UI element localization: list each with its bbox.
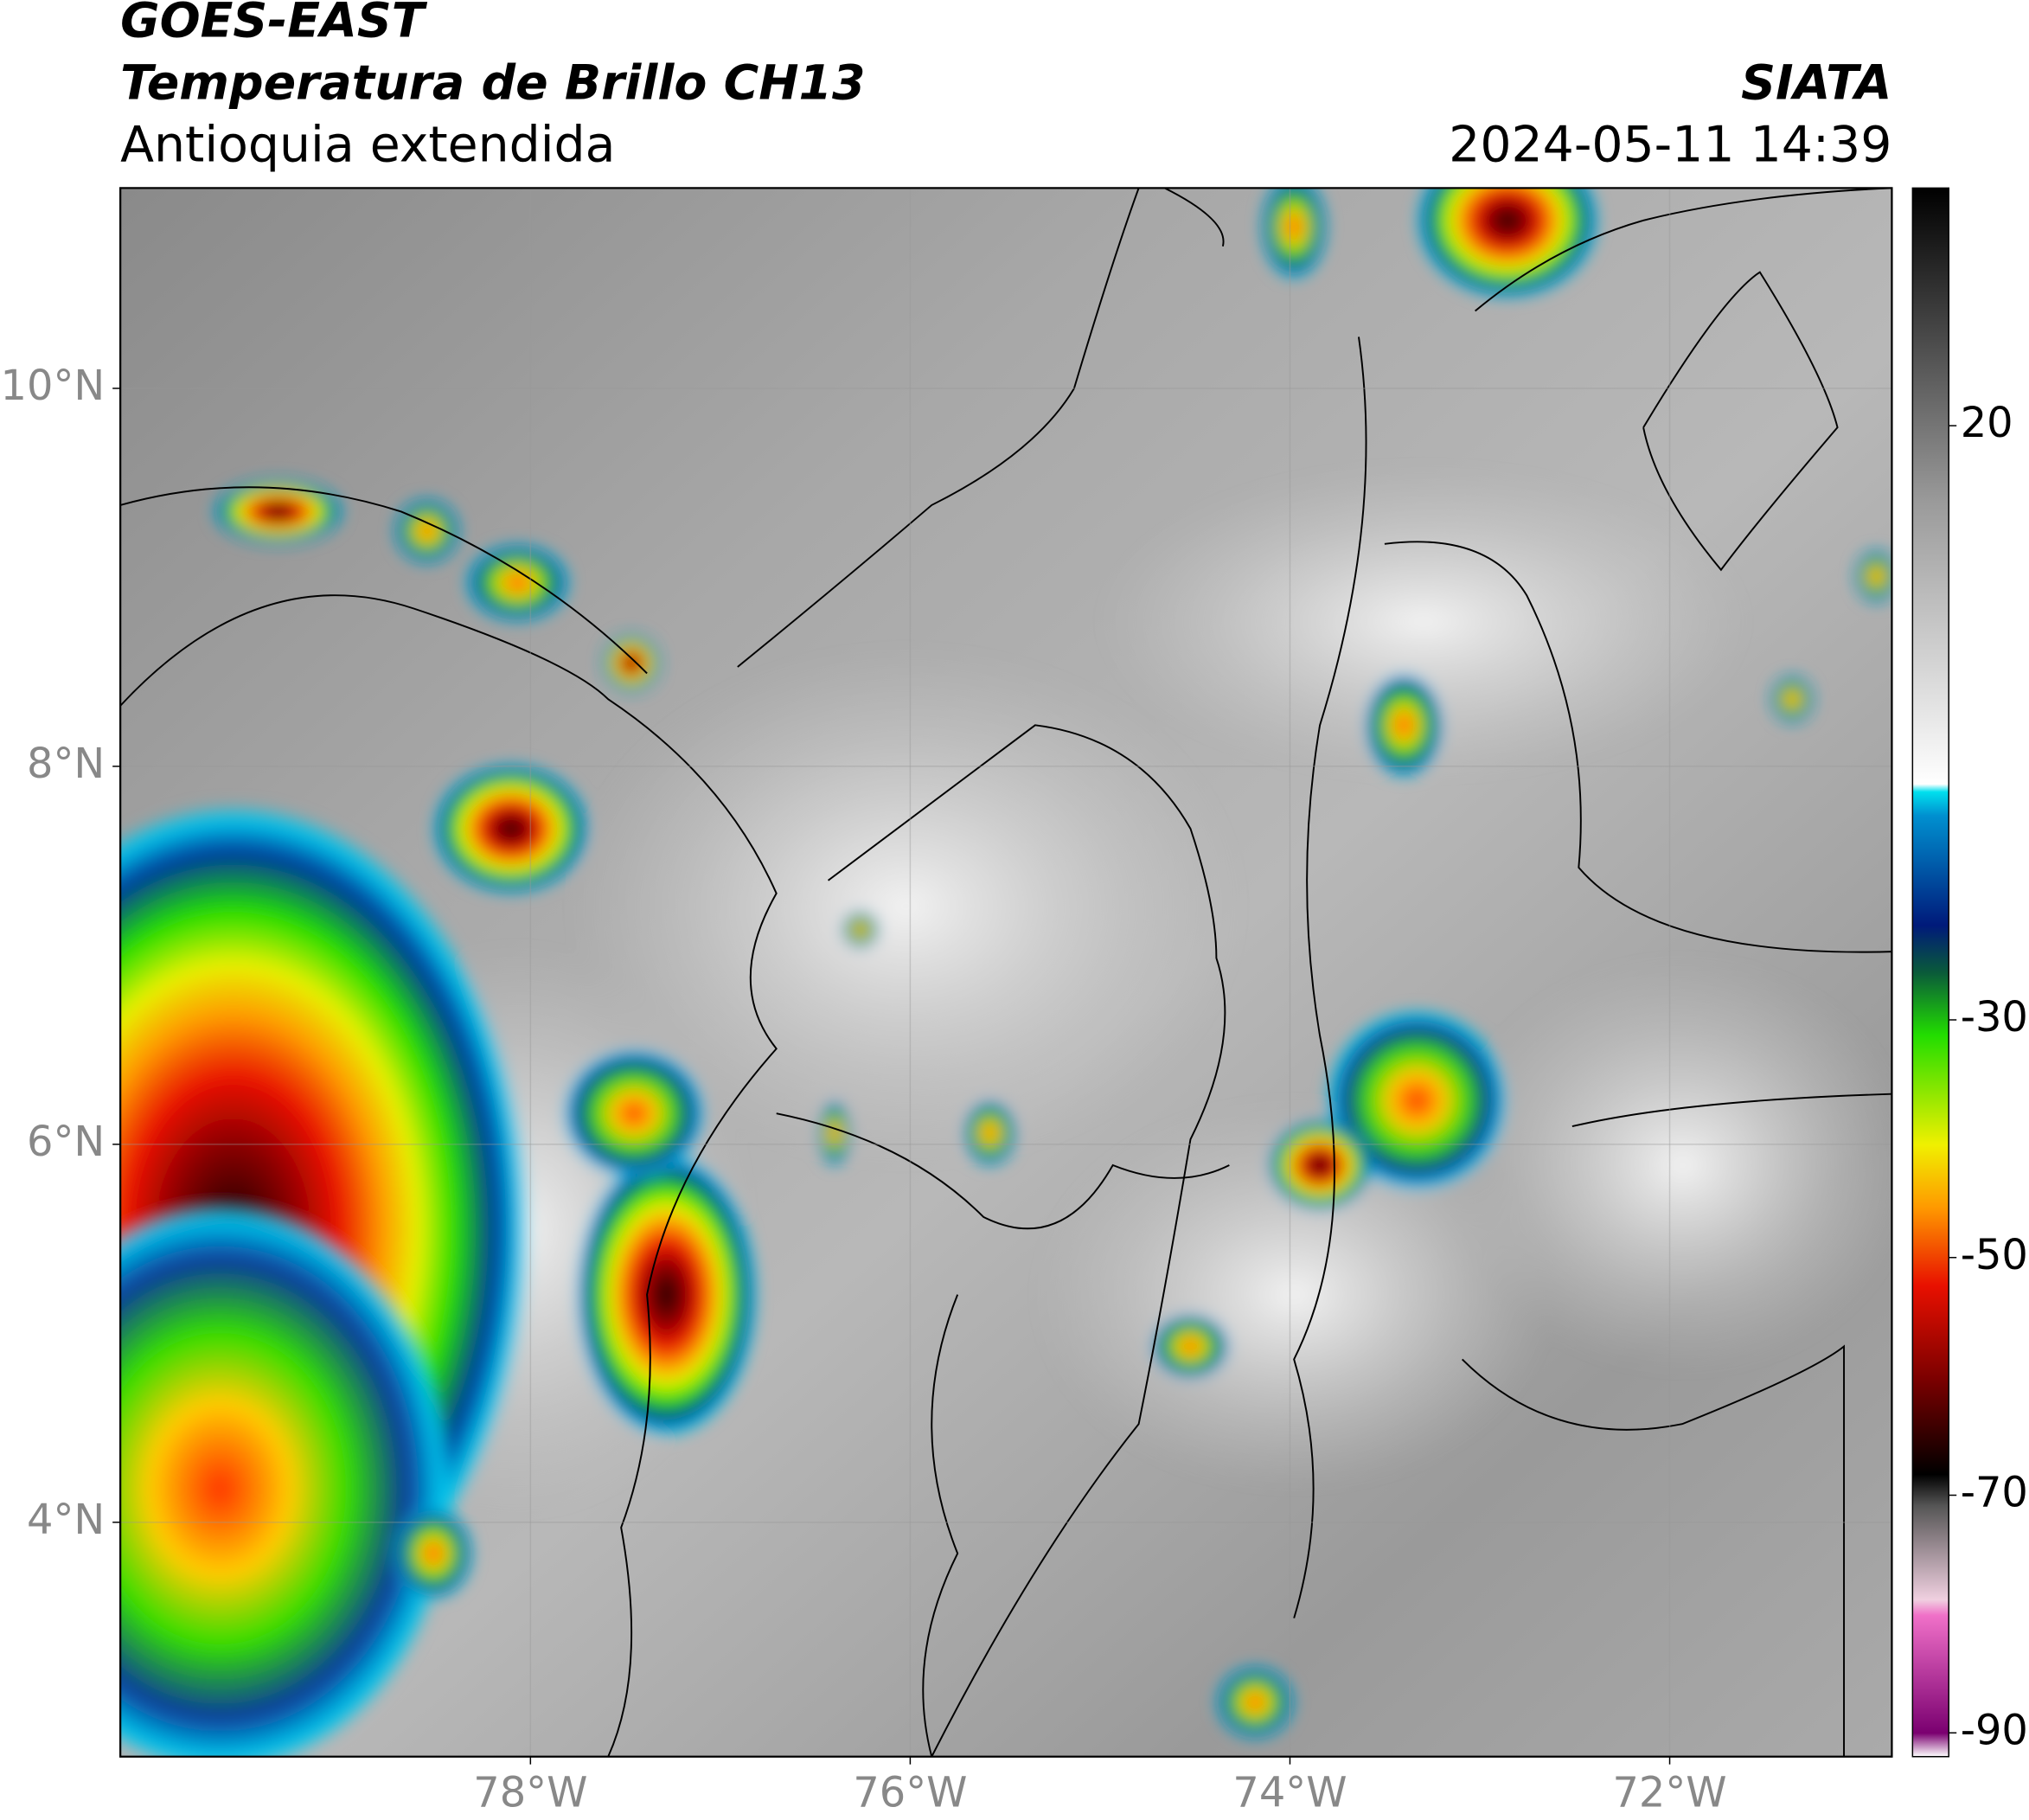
y-tick-label: 6°N (27, 1118, 105, 1166)
x-tick-label: 72°W (1612, 1770, 1726, 1817)
title: GOES-EAST (120, 0, 428, 49)
colorbar-tick-label: -70 (1961, 1470, 2028, 1517)
x-tick-label: 76°W (853, 1770, 967, 1817)
y-tick-label: 10°N (1, 362, 106, 410)
region: Antioquia extendida (120, 117, 615, 174)
subtitle: Temperatura de Brillo CH13 (120, 55, 865, 111)
y-tick-label: 8°N (27, 740, 105, 788)
y-tick-label: 4°N (27, 1496, 105, 1544)
colorbar-tick-label: 20 (1961, 400, 2013, 447)
colorbar-tick-label: -30 (1961, 994, 2028, 1041)
grid (120, 188, 1892, 1757)
x-tick-label: 78°W (473, 1770, 587, 1817)
datetime: 2024-05-11 14:39 (1449, 117, 1891, 174)
colorbar (1911, 187, 1949, 1758)
satellite-image (120, 188, 1892, 1757)
map-frame (119, 187, 1893, 1758)
colorbar-tick-label: -50 (1961, 1232, 2028, 1279)
source: SIATA (1741, 55, 1891, 111)
colorbar-tick-label: -90 (1961, 1707, 2028, 1754)
x-tick-label: 74°W (1232, 1770, 1347, 1817)
